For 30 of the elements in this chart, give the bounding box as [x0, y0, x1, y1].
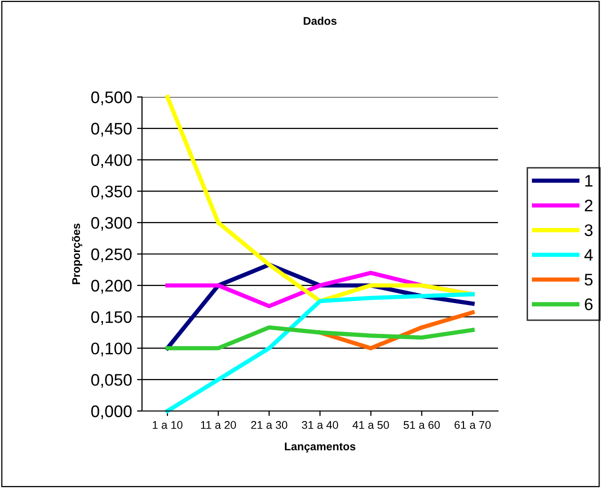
y-tick-label: 0,400	[91, 154, 132, 168]
line-series	[165, 94, 475, 304]
y-tick-label: 0,150	[91, 311, 132, 325]
legend-label: 6	[584, 298, 593, 310]
y-tick-label: 0,200	[91, 280, 132, 294]
y-tick-label: 0,100	[91, 342, 132, 356]
legend-label: 2	[584, 200, 592, 212]
x-axis-title: Lançamentos	[284, 442, 356, 453]
y-tick-label: 0,250	[91, 248, 132, 262]
x-tick-label: 61 a 70	[454, 421, 491, 429]
x-tick-label: 41 a 50	[352, 421, 389, 429]
y-tick-label: 0,300	[91, 217, 132, 231]
legend-label: 4	[584, 249, 593, 261]
y-axis-title: Proporções	[72, 224, 82, 284]
y-tick-label: 0,500	[91, 91, 132, 106]
line-series	[165, 292, 475, 414]
y-tick-label: 0,350	[91, 186, 132, 200]
chart-title: Dados	[304, 16, 337, 25]
line-series	[165, 325, 475, 350]
y-tick-label: 0,000	[91, 405, 132, 420]
x-tick-label: 1 a 10	[152, 421, 182, 429]
legend-label: 5	[584, 274, 593, 286]
x-tick-label: 21 a 30	[251, 421, 288, 429]
legend-label: 1	[585, 175, 592, 187]
y-tick-label: 0,050	[91, 374, 132, 388]
x-tick-label: 31 a 40	[302, 421, 338, 429]
x-tick-label: 51 a 60	[404, 421, 440, 429]
y-tick-label: 0,450	[91, 122, 132, 137]
x-tick-label: 11 a 20	[201, 421, 236, 429]
legend-label: 3	[584, 224, 593, 236]
